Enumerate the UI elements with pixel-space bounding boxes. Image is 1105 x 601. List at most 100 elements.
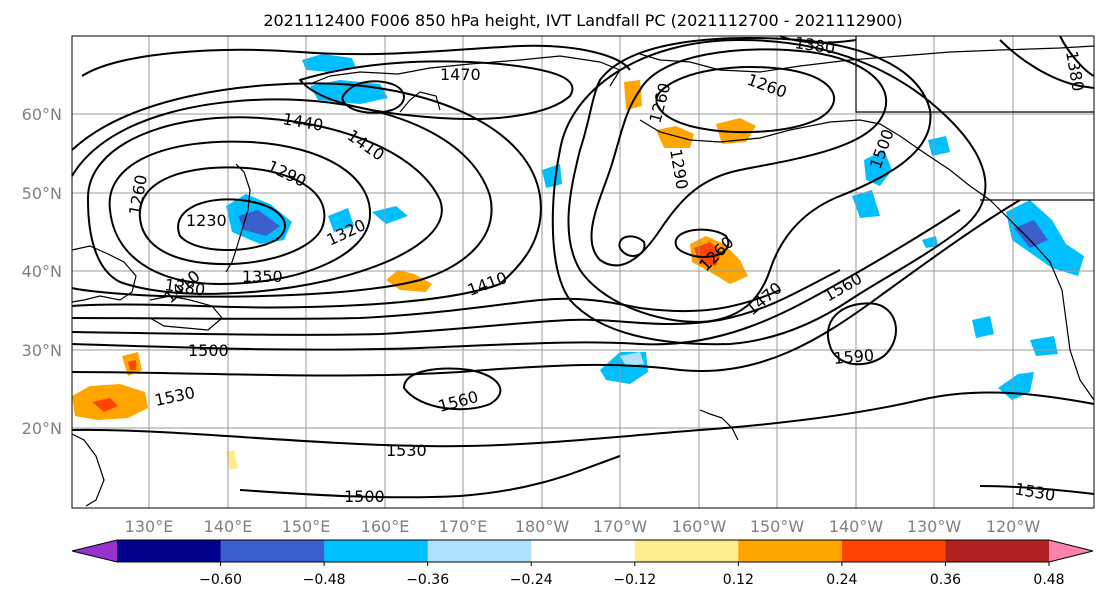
negative-ivt-patch <box>852 190 880 218</box>
contour-label: 1230 <box>186 211 227 230</box>
colorbar-segment <box>324 540 429 562</box>
contour-label: 1470 <box>440 65 481 84</box>
height-contour <box>239 455 621 499</box>
colorbar: −0.60 −0.48 −0.36 −0.24 −0.12 0.12 0.24 0.36 0.4… <box>71 539 1094 588</box>
colorbar-arrow-left <box>72 540 117 562</box>
colorbar-segment <box>531 540 636 562</box>
negative-ivt-patch <box>372 206 408 224</box>
colorbar-tick-label: −0.36 <box>406 572 449 588</box>
coastline <box>639 119 1095 401</box>
height-contour <box>71 391 1095 448</box>
positive-ivt-patch <box>128 360 136 370</box>
positive-ivt-patch <box>694 242 722 266</box>
negative-ivt-patch <box>328 208 354 232</box>
coastline <box>71 433 105 507</box>
height-contour <box>674 228 730 258</box>
positive-ivt-patch <box>92 398 118 412</box>
negative-ivt-patch <box>972 316 994 338</box>
height-contour <box>71 209 961 351</box>
map-background <box>72 36 1094 508</box>
lon-label: 170°E <box>439 517 488 536</box>
contour-label: 1530 <box>386 441 427 460</box>
lon-label: 180°W <box>515 517 570 536</box>
height-contour <box>403 367 502 411</box>
height-contour <box>979 485 1095 495</box>
lon-label: 170°W <box>593 517 648 536</box>
coastline <box>225 163 251 273</box>
lon-label: 130°W <box>907 517 962 536</box>
graticule <box>72 36 1094 508</box>
colorbar-tick-label: −0.60 <box>199 572 242 588</box>
colorbar-segment <box>220 540 325 562</box>
colorbar-tick-label: −0.12 <box>613 572 656 588</box>
map-frame <box>71 35 1095 509</box>
height-contour <box>71 98 493 298</box>
negative-ivt-patch <box>620 352 644 366</box>
colorbar-segment <box>117 540 222 562</box>
lon-label: 150°E <box>282 517 331 536</box>
lon-label: 140°W <box>829 517 884 536</box>
height-contour <box>71 269 841 336</box>
height-contour <box>138 166 326 266</box>
negative-ivt-patch <box>1014 220 1048 248</box>
height-contour <box>108 140 372 285</box>
colorbar-ticks: −0.60 −0.48 −0.36 −0.24 −0.12 0.12 0.24 0.36 0.4… <box>199 562 1065 588</box>
colorbar-segment <box>945 540 1050 562</box>
coastline <box>309 55 621 87</box>
colorbar-tick-label: −0.24 <box>510 572 553 588</box>
lon-label: 120°W <box>986 517 1041 536</box>
contour-label: 1500 <box>344 487 385 506</box>
height-contour <box>999 39 1095 89</box>
map-title: 2021112400 F006 850 hPa height, IVT Land… <box>263 11 902 30</box>
colorbar-segment <box>738 540 843 562</box>
positive-ivt-patch <box>656 126 694 148</box>
colorbar-tick-label: 0.12 <box>723 572 754 588</box>
ivt-shading <box>72 54 1084 470</box>
height-contour <box>71 82 542 309</box>
lon-label: 160°E <box>361 517 410 536</box>
height-contours <box>71 35 1095 499</box>
height-contour <box>86 116 443 295</box>
height-contour <box>618 235 646 257</box>
colorbar-tick-label: −0.48 <box>303 572 346 588</box>
colorbar-tick-label: 0.24 <box>826 572 857 588</box>
height-contour <box>655 65 836 134</box>
contour-label: 1590 <box>833 346 875 368</box>
latitude-labels: 60°N 50°N 40°N 30°N 20°N <box>22 105 62 438</box>
negative-ivt-patch <box>302 54 356 72</box>
longitude-labels: 130°E 140°E 150°E 160°E 170°E 180°W 170°… <box>125 517 1041 536</box>
height-contour <box>590 48 887 267</box>
colorbar-segment <box>841 540 946 562</box>
contour-label: 1500 <box>188 341 229 360</box>
height-contour <box>81 44 631 77</box>
height-contour <box>71 199 1021 377</box>
lat-label: 20°N <box>22 419 62 438</box>
positive-ivt-patch <box>386 270 432 292</box>
lat-label: 60°N <box>22 105 62 124</box>
height-contour <box>567 37 932 323</box>
coastline <box>855 36 1094 113</box>
contour-label: 1350 <box>242 267 283 286</box>
negative-ivt-patch <box>238 210 280 236</box>
height-contour <box>551 39 987 346</box>
coastline <box>71 245 137 303</box>
negative-ivt-patch <box>864 150 892 186</box>
height-contour <box>779 35 857 44</box>
height-contour <box>827 302 897 366</box>
colorbar-arrow-right <box>1049 540 1093 562</box>
colorbar-segment <box>634 540 739 562</box>
lat-label: 50°N <box>22 184 62 203</box>
colorbar-tick-label: 0.48 <box>1033 572 1064 588</box>
lon-label: 140°E <box>204 517 253 536</box>
lon-label: 150°W <box>750 517 805 536</box>
colorbar-segments <box>72 540 1093 562</box>
colorbar-segment <box>427 540 532 562</box>
lon-label: 160°W <box>672 517 727 536</box>
colorbar-tick-label: 0.36 <box>930 572 961 588</box>
height-contour <box>177 198 286 252</box>
positive-ivt-patch <box>624 80 642 110</box>
height-contour <box>71 289 781 320</box>
positive-ivt-patch <box>226 450 238 470</box>
map-panel: 1380 1470 1260 1440 1410 1290 1260 1230 … <box>71 33 1095 509</box>
